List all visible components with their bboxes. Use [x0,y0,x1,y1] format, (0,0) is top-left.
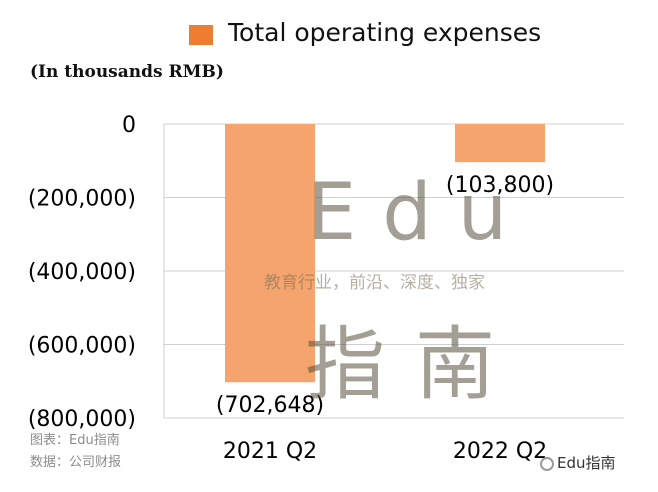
watermark-chinese: 指南 [305,318,525,411]
bar [455,124,545,163]
brand-text: Edu指南 [557,454,616,472]
data-label: (103,800) [446,173,554,198]
y-tick-label: 0 [122,113,136,138]
units-label: (In thousands RMB) [30,62,224,82]
chart-credit: 图表：Edu指南 [30,433,120,448]
y-tick-label: (400,000) [28,260,136,285]
y-tick-label: (600,000) [28,334,136,359]
legend-label: Total operating expenses [228,18,542,47]
watermark-latin: Edu [307,168,534,258]
y-tick-label: (800,000) [28,407,136,432]
wechat-icon [540,457,554,471]
bar [225,124,315,383]
watermark-tagline: 教育行业，前沿、深度、独家 [264,273,485,293]
y-tick-label: (200,000) [28,187,136,212]
x-tick-label: 2022 Q2 [453,439,547,464]
x-tick-label: 2021 Q2 [223,439,317,464]
data-label: (702,648) [216,393,324,418]
data-source: 数据：公司财报 [30,455,122,470]
brand-label: Edu指南 [540,452,616,473]
legend-swatch [189,25,213,45]
